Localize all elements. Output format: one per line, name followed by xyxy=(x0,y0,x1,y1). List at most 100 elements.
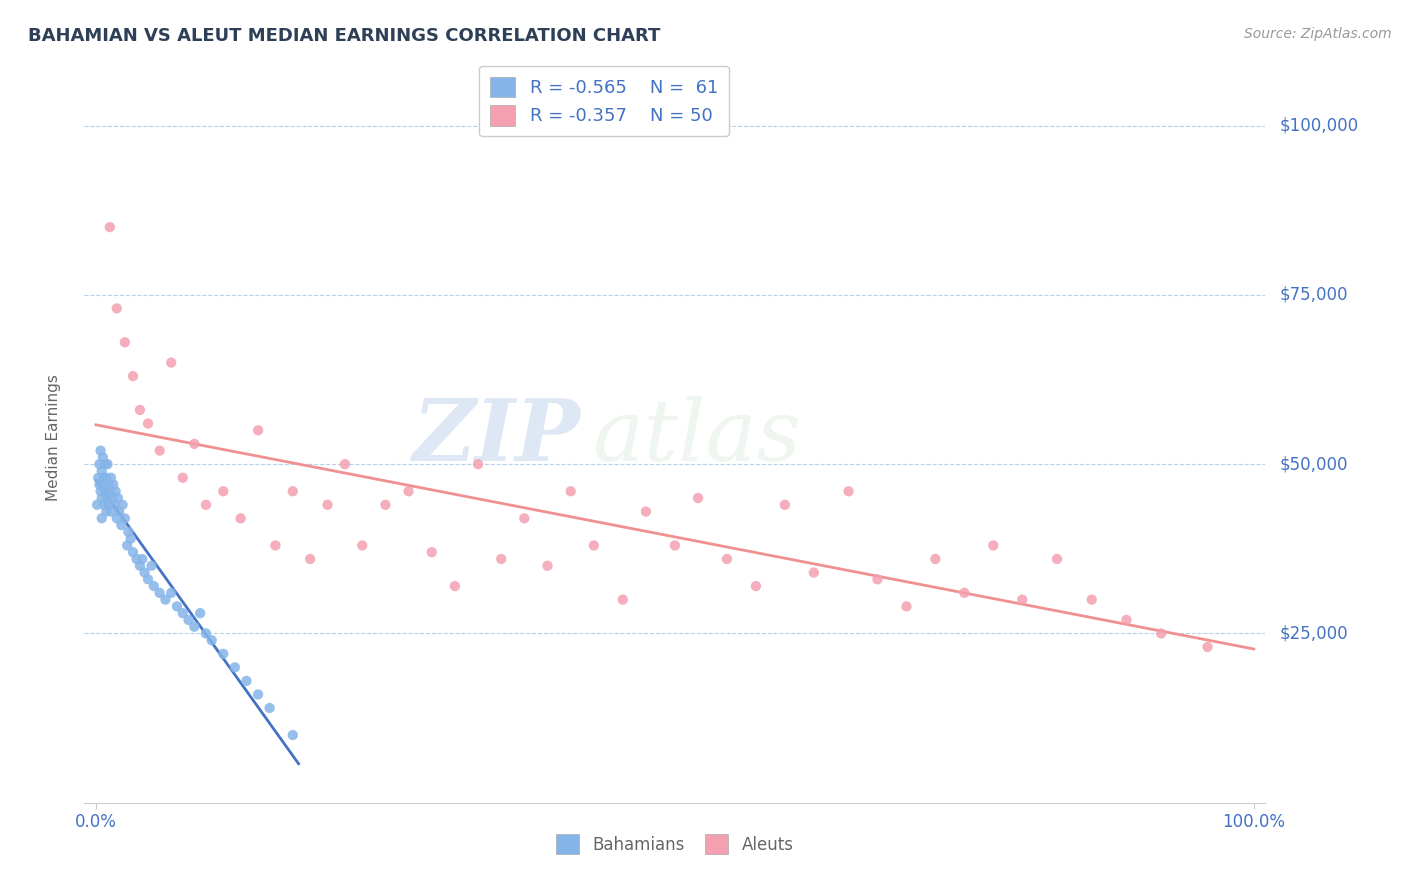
Point xyxy=(87,471,110,485)
Point xyxy=(111,498,134,512)
Point xyxy=(953,586,976,600)
Point xyxy=(773,498,796,512)
Point xyxy=(374,498,396,512)
Point xyxy=(86,498,108,512)
Point xyxy=(131,552,153,566)
Point xyxy=(612,592,634,607)
Point xyxy=(235,673,257,688)
Point xyxy=(1046,552,1069,566)
Y-axis label: Median Earnings: Median Earnings xyxy=(46,374,60,500)
Point xyxy=(172,471,194,485)
Point xyxy=(90,511,112,525)
Point xyxy=(105,301,128,316)
Point xyxy=(177,613,200,627)
Point xyxy=(664,538,686,552)
Point xyxy=(896,599,918,614)
Point xyxy=(489,552,512,566)
Point xyxy=(125,552,148,566)
Text: Source: ZipAtlas.com: Source: ZipAtlas.com xyxy=(1244,27,1392,41)
Point xyxy=(93,498,115,512)
Point xyxy=(924,552,946,566)
Point xyxy=(212,647,235,661)
Point xyxy=(160,586,183,600)
Point xyxy=(122,369,145,384)
Point xyxy=(194,626,217,640)
Point xyxy=(100,471,122,485)
Point xyxy=(183,620,205,634)
Text: $25,000: $25,000 xyxy=(1279,624,1348,642)
Point xyxy=(94,484,117,499)
Point xyxy=(160,355,183,369)
Text: BAHAMIAN VS ALEUT MEDIAN EARNINGS CORRELATION CHART: BAHAMIAN VS ALEUT MEDIAN EARNINGS CORREL… xyxy=(28,27,661,45)
Text: $100,000: $100,000 xyxy=(1279,117,1358,135)
Point xyxy=(420,545,443,559)
Point xyxy=(91,450,114,465)
Legend: Bahamians, Aleuts: Bahamians, Aleuts xyxy=(550,828,800,860)
Point xyxy=(96,491,118,505)
Point xyxy=(513,511,536,525)
Point xyxy=(467,457,489,471)
Point xyxy=(259,701,281,715)
Text: $50,000: $50,000 xyxy=(1279,455,1348,473)
Point xyxy=(316,498,339,512)
Point xyxy=(224,660,246,674)
Point xyxy=(1197,640,1219,654)
Point xyxy=(141,558,163,573)
Point xyxy=(115,538,138,552)
Point xyxy=(122,545,145,559)
Point xyxy=(560,484,582,499)
Point xyxy=(166,599,188,614)
Text: $75,000: $75,000 xyxy=(1279,285,1348,304)
Point xyxy=(97,498,120,512)
Point xyxy=(536,558,558,573)
Point xyxy=(93,471,115,485)
Point xyxy=(838,484,860,499)
Point xyxy=(129,558,152,573)
Point xyxy=(107,491,129,505)
Point xyxy=(108,505,131,519)
Point xyxy=(745,579,768,593)
Point xyxy=(634,505,657,519)
Point xyxy=(90,443,112,458)
Point xyxy=(104,484,127,499)
Point xyxy=(114,335,136,350)
Point xyxy=(101,491,124,505)
Point xyxy=(110,518,132,533)
Point xyxy=(142,579,165,593)
Point xyxy=(90,464,112,478)
Point xyxy=(981,538,1004,552)
Point xyxy=(212,484,235,499)
Point xyxy=(716,552,738,566)
Point xyxy=(134,566,156,580)
Point xyxy=(117,524,139,539)
Point xyxy=(582,538,605,552)
Point xyxy=(96,471,118,485)
Text: ZIP: ZIP xyxy=(412,395,581,479)
Point xyxy=(229,511,252,525)
Point xyxy=(136,572,159,586)
Point xyxy=(90,484,112,499)
Point xyxy=(1150,626,1173,640)
Point xyxy=(114,511,136,525)
Point xyxy=(333,457,356,471)
Point xyxy=(1011,592,1033,607)
Point xyxy=(90,491,112,505)
Point xyxy=(352,538,374,552)
Point xyxy=(103,477,125,491)
Point xyxy=(149,443,172,458)
Point xyxy=(1080,592,1102,607)
Point xyxy=(89,457,111,471)
Point xyxy=(398,484,420,499)
Point xyxy=(172,606,194,620)
Point xyxy=(183,437,205,451)
Point xyxy=(281,484,304,499)
Point xyxy=(98,484,121,499)
Point xyxy=(100,505,122,519)
Point xyxy=(91,477,114,491)
Point xyxy=(103,498,125,512)
Point xyxy=(247,423,270,437)
Point xyxy=(97,477,120,491)
Point xyxy=(89,477,111,491)
Point xyxy=(444,579,467,593)
Point xyxy=(1115,613,1137,627)
